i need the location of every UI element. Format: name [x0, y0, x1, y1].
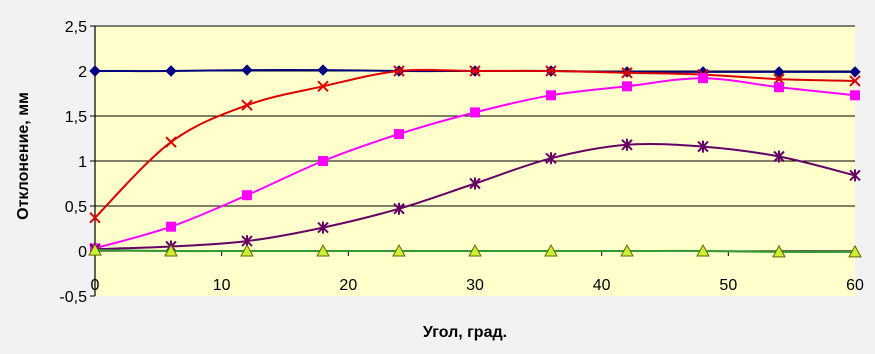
data-point [546, 90, 556, 101]
y-axis-title: Отклонение, мм [15, 92, 32, 220]
x-tick-label: 0 [91, 277, 100, 294]
data-point [89, 65, 101, 77]
data-point [848, 244, 862, 258]
data-point [470, 107, 480, 118]
y-tick-label: 0,5 [65, 199, 87, 216]
data-point [697, 140, 709, 153]
data-point [850, 90, 860, 101]
series-line [94, 68, 856, 219]
data-point [242, 190, 252, 201]
data-point [545, 65, 557, 77]
data-point [773, 66, 785, 78]
x-tick-label: 60 [846, 277, 864, 294]
series-triangle [88, 243, 862, 258]
data-point [88, 243, 102, 256]
data-point [394, 129, 404, 139]
data-point [468, 243, 482, 257]
data-point [849, 75, 861, 87]
y-tick-label: 2,5 [65, 19, 87, 36]
y-tick-label: 2 [78, 64, 87, 81]
data-point [316, 243, 330, 257]
data-point [621, 138, 633, 151]
data-point [164, 243, 178, 257]
data-point [317, 221, 329, 234]
y-tick-label: 0 [78, 244, 87, 261]
x-tick-label: 50 [719, 277, 737, 294]
data-point [317, 64, 329, 76]
data-point [165, 65, 177, 77]
x-axis-title: Угол, град. [423, 324, 507, 341]
y-tick-label: 1 [78, 154, 87, 171]
data-point [318, 156, 328, 166]
data-point [849, 169, 861, 182]
data-point [317, 80, 329, 93]
data-point [469, 65, 481, 77]
data-point [621, 67, 633, 79]
y-tick-label: 1,5 [65, 109, 87, 126]
data-point [165, 136, 177, 148]
data-point [241, 64, 253, 76]
y-tick-label: -0,5 [59, 289, 87, 306]
data-point [544, 243, 558, 257]
data-point [772, 244, 786, 258]
x-tick-label: 40 [593, 277, 611, 294]
data-point [774, 82, 784, 93]
tick-labels: -0,500,511,522,50 10 20 30 40 50 60 [59, 19, 864, 306]
data-point [698, 73, 708, 84]
data-point [241, 99, 253, 111]
x-tick-label: 10 [213, 277, 231, 294]
x-tick-label: 30 [466, 277, 484, 294]
data-point [849, 66, 861, 78]
data-point [392, 243, 406, 257]
data-point [240, 243, 254, 257]
data-point [393, 202, 405, 215]
data-point [545, 152, 557, 165]
data-point [166, 221, 176, 232]
data-point [773, 150, 785, 163]
data-point [89, 211, 101, 224]
data-point [622, 81, 632, 92]
data-point [393, 65, 405, 77]
data-point [620, 243, 634, 257]
data-point [469, 177, 481, 190]
data-point [696, 243, 710, 257]
x-tick-label: 20 [339, 277, 357, 294]
series-layer [88, 64, 862, 258]
